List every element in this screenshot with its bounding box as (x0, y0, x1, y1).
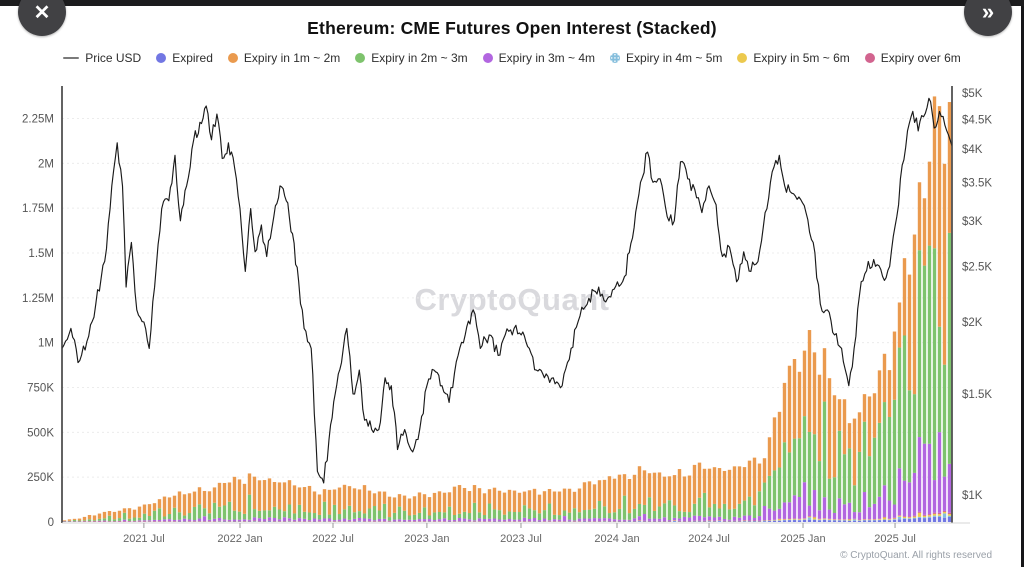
right-axis-tick: $3K (962, 216, 983, 228)
left-axis-tick: 1M (38, 338, 54, 350)
right-border-bar (1021, 6, 1024, 567)
chart-legend: Price USD Expired Expiry in 1m ~ 2m Expi… (0, 51, 1024, 65)
left-axis-tick: 2.25M (22, 113, 54, 125)
left-axis-tick: 750K (27, 382, 54, 394)
chevron-double-right-icon: » (981, 0, 995, 24)
expiry-2m-3m-dot-icon (355, 53, 366, 63)
left-axis-tick: 1.25M (22, 293, 54, 305)
chart-title: Ethereum: CME Futures Open Interest (Sta… (307, 18, 717, 38)
legend-item-expiry-4m-5m[interactable]: Expiry in 4m ~ 5m (610, 51, 722, 65)
copyright-notice: © CryptoQuant. All rights reserved (840, 550, 992, 561)
top-border-bar (0, 0, 1024, 6)
legend-item-expiry-1m-2m[interactable]: Expiry in 1m ~ 2m (227, 51, 341, 65)
legend-label: Expiry in 1m ~ 2m (243, 51, 341, 65)
expiry-3m-4m-dot-icon (482, 53, 493, 63)
right-axis-tick: $4K (962, 144, 983, 156)
left-axis-tick: 500K (27, 427, 54, 439)
legend-item-expiry-5m-6m[interactable]: Expiry in 5m ~ 6m (737, 51, 850, 65)
right-axis-tick: $2K (962, 317, 983, 329)
price-line (61, 97, 953, 484)
legend-item-expiry-2m-3m[interactable]: Expiry in 2m ~ 3m (355, 51, 468, 65)
legend-item-expiry-3m-4m[interactable]: Expiry in 3m ~ 4m (482, 51, 596, 65)
legend-label: Expired (172, 51, 213, 65)
expiry-5m-6m-dot-icon (737, 53, 748, 63)
x-axis-tick: 2025 Jul (874, 533, 916, 545)
left-axis-tick: 1.5M (28, 248, 54, 260)
right-axis-tick: $1.5K (962, 389, 992, 401)
legend-item-expired[interactable]: Expired (156, 51, 213, 65)
legend-label: Expiry over 6m (880, 51, 961, 65)
x-axis-tick: 2024 Jan (594, 533, 639, 545)
price-line-swatch-icon (63, 57, 80, 59)
x-axis-tick: 2023 Jan (404, 533, 449, 545)
x-axis-tick: 2022 Jan (217, 533, 262, 545)
expiry-4m-5m-dot-icon (610, 53, 621, 63)
legend-label: Expiry in 2m ~ 3m (371, 51, 468, 65)
x-axis-tick: 2023 Jul (500, 533, 542, 545)
legend-item-expiry-over-6m[interactable]: Expiry over 6m (864, 51, 961, 65)
x-axis-tick: 2021 Jul (123, 533, 165, 545)
legend-label: Expiry in 4m ~ 5m (626, 51, 723, 65)
legend-label: Expiry in 5m ~ 6m (753, 51, 850, 65)
right-axis-tick: $1K (962, 490, 983, 502)
x-axis-tick: 2022 Jul (312, 533, 354, 545)
legend-label: Price USD (85, 51, 142, 65)
axes: 0 250K 500K 750K 1M 1.25M 1.5M 1.75M 2M 2.25M $1K $… (22, 86, 992, 545)
legend-label: Expiry in 3m ~ 4m (498, 51, 596, 65)
x-axis-tick: 2024 Jul (688, 533, 730, 545)
expiry-1m-2m-dot-icon (227, 53, 238, 63)
x-axis-tick: 2025 Jan (780, 533, 825, 545)
close-icon: ✕ (33, 1, 51, 24)
right-axis-tick: $2.5K (962, 261, 992, 273)
expiry-over-6m-dot-icon (864, 53, 875, 63)
stacked-bars (62, 96, 952, 522)
right-axis-tick: $5K (962, 88, 983, 100)
legend-item-price-usd[interactable]: Price USD (63, 51, 141, 65)
left-axis-tick: 250K (27, 472, 54, 484)
left-axis-tick: 2M (38, 158, 54, 170)
expired-dot-icon (156, 53, 167, 63)
right-axis-tick: $3.5K (962, 177, 992, 189)
right-axis-tick: $4.5K (962, 115, 992, 127)
left-axis-tick: 1.75M (22, 203, 54, 215)
left-axis-tick: 0 (48, 517, 54, 529)
